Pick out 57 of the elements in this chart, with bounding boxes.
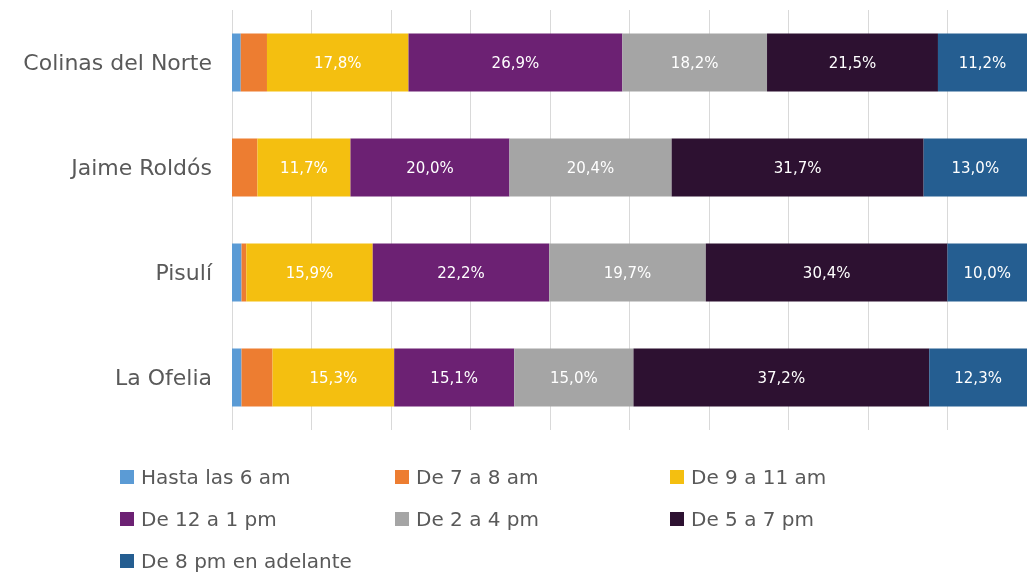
bar [232,33,241,92]
legend-label: Hasta las 6 am [141,465,291,489]
bar [232,243,242,302]
data-label: 19,7% [603,263,652,282]
data-label: 13,0% [951,158,1000,177]
bar [622,33,768,92]
data-label: 15,1% [430,368,479,387]
y-tick-label: Colinas del Norte [23,50,212,75]
data-label: 30,4% [802,263,851,282]
data-label: 37,2% [757,368,806,387]
bar [929,348,1027,407]
bar [549,243,706,302]
data-label: 10,0% [963,263,1012,282]
bar [767,33,938,92]
bar [272,348,395,407]
legend-label: De 2 a 4 pm [416,507,540,531]
bar [394,348,515,407]
data-label: 17,8% [313,53,362,72]
bar [240,33,267,92]
bar [257,138,351,197]
data-label: 18,2% [670,53,719,72]
legend-label: De 7 a 8 am [416,465,539,489]
bar [266,33,409,92]
bar [633,348,930,407]
bar [232,138,258,197]
bar [232,348,242,407]
data-label: 26,9% [491,53,540,72]
bar [241,348,273,407]
y-tick-label: La Ofelia [114,365,212,390]
bar [408,33,623,92]
legend-label: De 12 a 1 pm [141,507,277,531]
legend-label: De 8 pm en adelante [141,549,352,573]
bar [246,243,373,302]
bar [514,348,634,407]
y-tick-label: Pisulí [155,260,213,285]
legend-label: De 9 a 11 am [691,465,827,489]
data-label: 20,0% [406,158,454,177]
bar [937,33,1027,92]
data-label: 31,7% [773,158,822,177]
bar [947,243,1027,302]
data-label: 11,7% [280,158,328,177]
data-label: 12,3% [954,368,1002,387]
bar [671,138,924,197]
data-label: 22,2% [437,263,485,282]
data-label: 15,9% [285,263,334,282]
bar [705,243,948,302]
data-label: 15,0% [550,368,598,387]
bar [509,138,672,197]
legend-label: De 5 a 7 pm [691,507,815,531]
data-label: 11,2% [958,53,1007,72]
data-label: 21,5% [828,53,877,72]
bar [923,138,1027,197]
bar [350,138,510,197]
data-label: 15,3% [309,368,358,387]
y-tick-label: Jaime Roldós [69,155,212,180]
bar [372,243,550,302]
data-label: 20,4% [566,158,615,177]
